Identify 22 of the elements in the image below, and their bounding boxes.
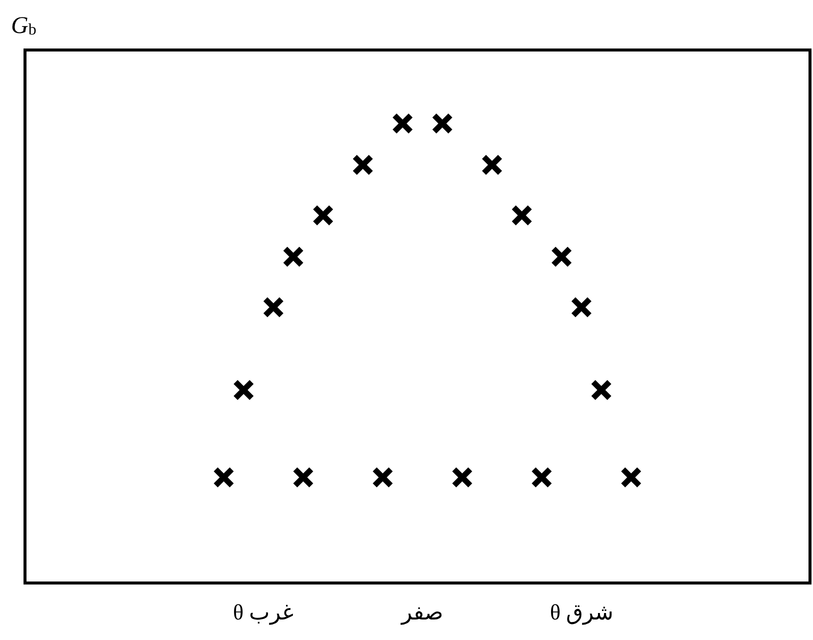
point — [571, 297, 592, 318]
point — [621, 467, 642, 488]
x-tick-label: θ شرق — [550, 600, 613, 626]
point — [552, 246, 572, 267]
point — [512, 205, 532, 226]
point — [591, 380, 612, 400]
point — [293, 467, 314, 488]
point — [392, 114, 413, 134]
point — [263, 297, 284, 318]
point — [214, 467, 234, 488]
point — [452, 467, 472, 488]
point — [283, 246, 304, 267]
point — [482, 154, 502, 175]
point — [313, 205, 334, 226]
y-axis-title: Gb — [11, 13, 36, 39]
x-tick-label: صفر — [400, 600, 444, 626]
point — [372, 467, 393, 488]
point — [532, 467, 552, 488]
point — [432, 114, 452, 134]
point — [234, 380, 254, 400]
x-tick-label: θ غرب — [232, 600, 294, 626]
point — [352, 154, 373, 175]
